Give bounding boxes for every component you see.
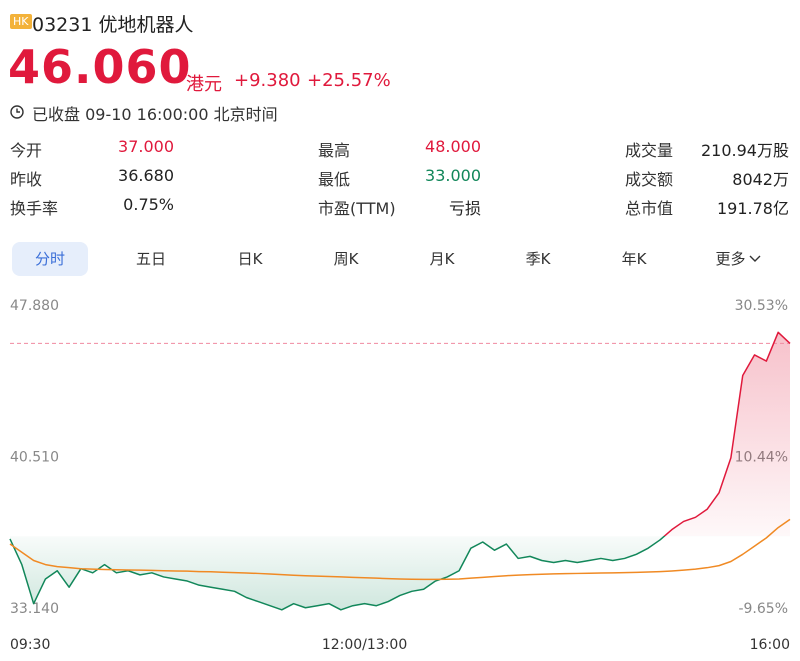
stat-value: 37.000 xyxy=(118,137,174,156)
clock-icon xyxy=(10,105,24,119)
stat-label: 市盈(TTM) xyxy=(318,199,396,218)
chevron-icon xyxy=(749,255,760,262)
stat-value: 48.000 xyxy=(425,137,481,156)
period-tab[interactable]: 周K xyxy=(333,250,359,268)
stock-title: 03231 优地机器人 xyxy=(32,14,194,36)
stat-label: 最低 xyxy=(318,170,351,189)
stat-label: 成交额 xyxy=(625,170,674,189)
period-tab[interactable]: 月K xyxy=(429,250,455,268)
y-tick-label: 47.880 xyxy=(10,298,59,314)
period-tab[interactable]: 分时 xyxy=(12,242,88,276)
period-tab[interactable]: 季K xyxy=(525,250,551,268)
currency: 港元 xyxy=(186,74,222,95)
stat-value: 33.000 xyxy=(425,166,481,185)
y-tick-label: 33.140 xyxy=(10,601,59,617)
stat-value: 8042万 xyxy=(732,170,789,189)
stat-value: 36.680 xyxy=(118,166,174,185)
y-tick-label: 40.510 xyxy=(10,450,59,466)
stat-label: 换手率 xyxy=(10,199,59,218)
price-line xyxy=(9,331,791,611)
change: +9.380 xyxy=(234,70,301,91)
stat-value: 亏损 xyxy=(448,199,481,218)
average-line xyxy=(9,518,791,581)
stat-label: 昨收 xyxy=(10,170,43,189)
stat-label: 成交量 xyxy=(625,141,674,160)
stat-label: 总市值 xyxy=(625,199,674,218)
change-percent: +25.57% xyxy=(307,70,391,91)
last-price: 46.060 xyxy=(8,40,192,94)
y2-tick-label: 30.53% xyxy=(735,298,788,314)
y2-tick-label: -9.65% xyxy=(738,601,788,617)
stat-label: 最高 xyxy=(318,141,351,160)
stat-value: 0.75% xyxy=(123,195,174,214)
stat-label: 今开 xyxy=(10,141,43,160)
x-tick-label: 09:30 xyxy=(10,637,50,653)
market-badge: HK xyxy=(10,14,32,29)
x-tick-label: 16:00 xyxy=(750,637,790,653)
x-tick-label: 12:00/13:00 xyxy=(322,637,407,653)
period-tab[interactable]: 更多 xyxy=(700,242,776,276)
stat-value: 210.94万股 xyxy=(701,141,789,160)
price-area xyxy=(10,332,790,610)
stat-value: 191.78亿 xyxy=(717,199,789,218)
period-tab[interactable]: 年K xyxy=(621,250,647,268)
period-tab[interactable]: 五日 xyxy=(135,250,166,268)
market-status: 已收盘 09-10 16:00:00 北京时间 xyxy=(32,105,278,124)
period-tab[interactable]: 日K xyxy=(237,250,263,268)
